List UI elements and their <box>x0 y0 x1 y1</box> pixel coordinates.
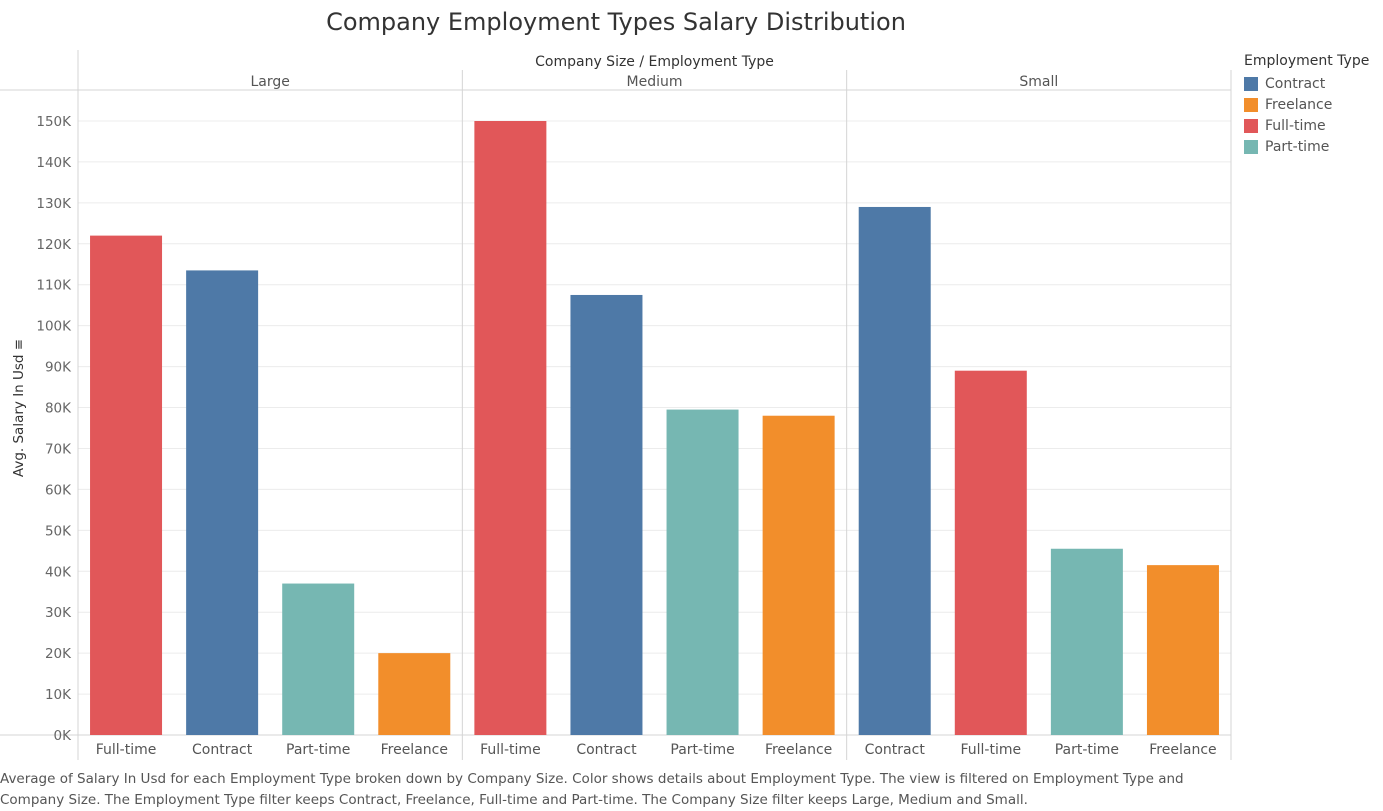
x-category-label: Contract <box>576 742 637 758</box>
y-tick-label: 140K <box>36 155 72 171</box>
legend-label: Part-time <box>1265 138 1330 155</box>
legend-swatch <box>1244 76 1258 91</box>
legend-label: Freelance <box>1265 96 1333 113</box>
chart-title: Company Employment Types Salary Distribu… <box>326 8 906 36</box>
bar-large-contract <box>186 270 259 735</box>
bar-large-full-time <box>90 235 163 735</box>
legend-item[interactable]: Full-time <box>1244 115 1369 136</box>
legend-swatch <box>1244 97 1258 112</box>
y-tick-label: 130K <box>36 196 72 212</box>
y-tick-label: 80K <box>45 401 72 417</box>
bar-small-contract <box>858 206 931 735</box>
x-category-label: Contract <box>865 742 926 758</box>
legend-item[interactable]: Contract <box>1244 73 1369 94</box>
bar-medium-part-time <box>666 409 739 735</box>
chart-caption: Average of Salary In Usd for each Employ… <box>0 771 1184 808</box>
y-tick-label: 50K <box>45 523 72 539</box>
bar-small-freelance <box>1146 565 1219 735</box>
x-category-label: Full-time <box>480 742 541 758</box>
y-tick-label: 150K <box>36 114 72 130</box>
legend-swatch <box>1244 118 1258 133</box>
bar-medium-freelance <box>762 415 835 735</box>
y-axis-label: Avg. Salary In Usd ≡ <box>11 339 27 477</box>
y-tick-label: 100K <box>36 319 72 335</box>
legend-items: Contract Freelance Full-time Part-time <box>1244 73 1369 157</box>
y-tick-label: 60K <box>45 482 72 498</box>
x-category-label: Part-time <box>286 742 350 758</box>
pane-label-medium: Medium <box>627 74 683 90</box>
x-category-label: Part-time <box>670 742 734 758</box>
legend-label: Contract <box>1265 75 1326 92</box>
y-tick-label: 70K <box>45 441 72 457</box>
y-tick-label: 120K <box>36 237 72 253</box>
x-category-label: Full-time <box>960 742 1021 758</box>
legend-swatch <box>1244 139 1258 154</box>
legend: Employment Type Contract Freelance Full-ti… <box>1244 53 1369 157</box>
y-tick-label: 20K <box>45 646 72 662</box>
column-header: Company Size / Employment Type <box>535 54 774 70</box>
bar-medium-full-time <box>474 121 547 735</box>
bar-chart: Company Size / Employment Type 0K 10K 20K 30… <box>0 50 1232 760</box>
legend-title: Employment Type <box>1244 53 1370 69</box>
pane-label-large: Large <box>250 74 289 90</box>
x-category-label: Contract <box>192 742 253 758</box>
y-tick-label: 40K <box>45 564 72 580</box>
bar-medium-contract <box>570 294 643 735</box>
x-category-label: Part-time <box>1055 742 1119 758</box>
legend-item[interactable]: Part-time <box>1244 136 1369 157</box>
bar-small-part-time <box>1050 548 1123 735</box>
legend-item[interactable]: Freelance <box>1244 94 1369 115</box>
y-tick-label: 110K <box>36 278 72 294</box>
legend-label: Full-time <box>1265 117 1326 134</box>
x-category-label: Full-time <box>96 742 157 758</box>
y-tick-label: 30K <box>45 605 72 621</box>
bar-small-full-time <box>954 370 1027 735</box>
y-tick-label: 90K <box>45 360 72 376</box>
x-category-label: Freelance <box>1149 742 1216 758</box>
bar-large-freelance <box>378 653 451 735</box>
bar-large-part-time <box>282 583 355 735</box>
y-tick-label: 10K <box>45 687 72 703</box>
y-tick-label: 0K <box>54 728 73 744</box>
x-category-label: Freelance <box>765 742 832 758</box>
pane-label-small: Small <box>1019 74 1058 90</box>
x-category-label: Freelance <box>381 742 448 758</box>
